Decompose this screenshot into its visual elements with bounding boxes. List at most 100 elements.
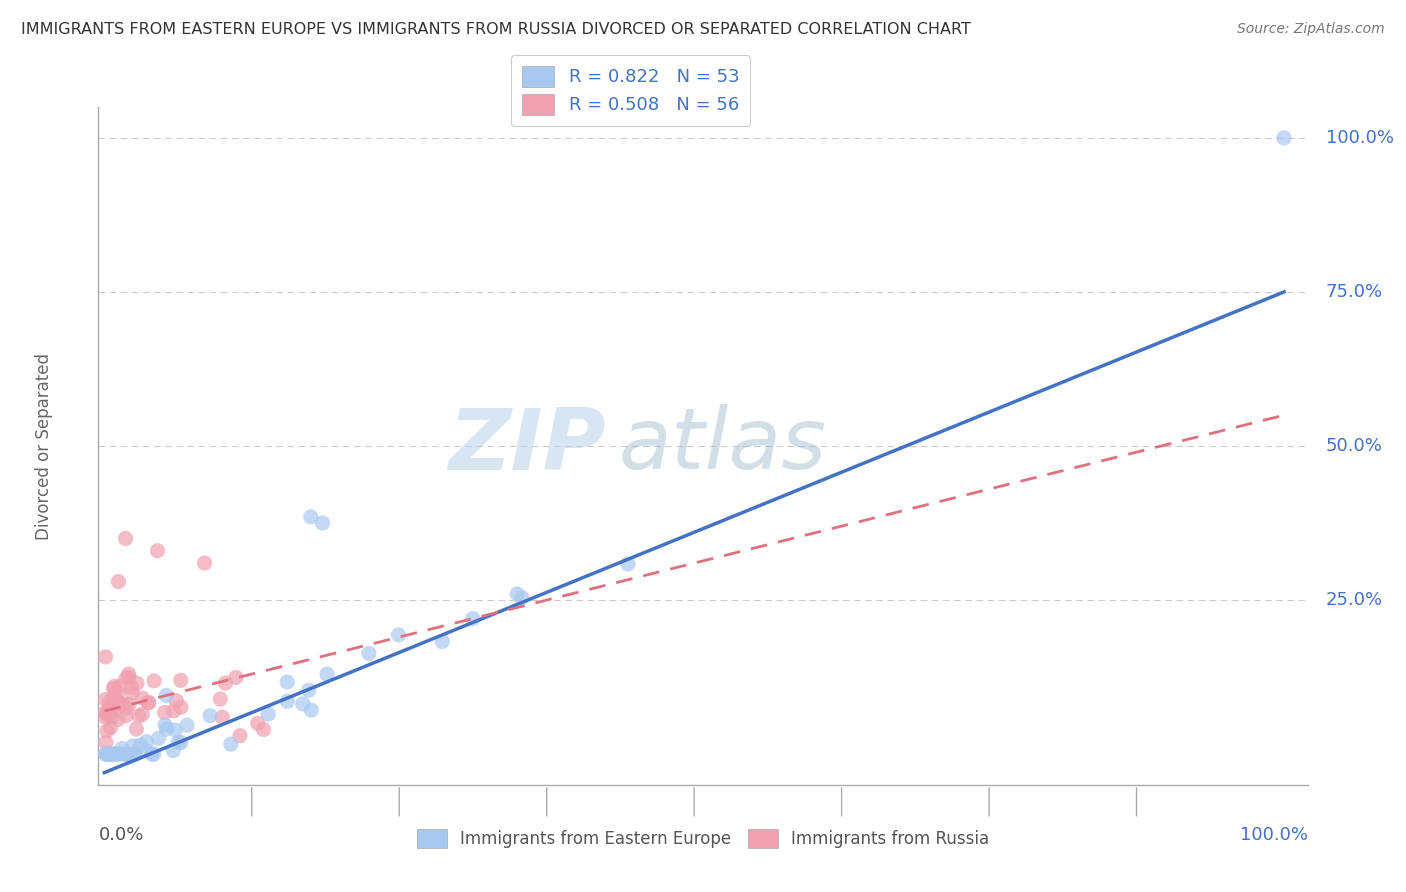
Point (122, 747, 145, 761)
Point (156, 722, 179, 736)
Point (148, 731, 170, 746)
Point (115, 671, 138, 685)
Point (98, 747, 121, 761)
Text: IMMIGRANTS FROM EASTERN EUROPE VS IMMIGRANTS FROM RUSSIA DIVORCED OR SEPARATED C: IMMIGRANTS FROM EASTERN EUROPE VS IMMIGR… (21, 22, 972, 37)
Point (430, 634, 453, 648)
Point (117, 747, 139, 761)
Point (100, 710, 122, 724)
Point (103, 681, 125, 696)
Point (115, 701, 138, 715)
Text: 25.0%: 25.0% (1326, 591, 1384, 609)
Point (97, 708, 120, 723)
Point (170, 673, 193, 688)
Point (143, 673, 166, 688)
Point (111, 697, 134, 711)
Point (107, 747, 129, 761)
Point (98, 747, 121, 761)
Point (170, 735, 193, 749)
Point (299, 703, 322, 717)
Point (104, 692, 127, 706)
Point (162, 744, 184, 758)
Text: ZIP: ZIP (449, 404, 606, 488)
Point (155, 689, 177, 703)
Point (138, 696, 160, 710)
Point (276, 694, 298, 708)
Point (276, 675, 298, 690)
Point (114, 532, 136, 546)
Point (107, 574, 129, 589)
Point (98, 695, 121, 709)
Point (108, 747, 131, 761)
Point (1272, 131, 1295, 145)
Point (214, 676, 236, 690)
Point (299, 509, 322, 524)
Point (103, 690, 125, 705)
Point (129, 738, 152, 752)
Point (311, 516, 333, 530)
Point (100, 721, 122, 735)
Point (124, 747, 146, 761)
Point (128, 709, 150, 723)
Point (165, 723, 187, 738)
Point (94, 706, 117, 720)
Legend: Immigrants from Eastern Europe, Immigrants from Russia: Immigrants from Eastern Europe, Immigran… (411, 822, 995, 855)
Point (107, 685, 129, 699)
Point (153, 718, 176, 732)
Point (357, 646, 380, 660)
Text: 75.0%: 75.0% (1326, 283, 1384, 301)
Point (94, 735, 117, 749)
Point (246, 716, 269, 731)
Text: Divorced or Separated: Divorced or Separated (35, 352, 53, 540)
Point (209, 692, 232, 706)
Point (94, 692, 117, 706)
Point (291, 697, 314, 711)
Point (94, 710, 117, 724)
Point (104, 747, 127, 761)
Point (163, 704, 186, 718)
Point (170, 700, 193, 714)
Point (94, 747, 117, 761)
Point (510, 591, 533, 605)
Point (298, 683, 321, 698)
Point (98, 700, 121, 714)
Point (96, 705, 118, 719)
Point (131, 707, 153, 722)
Point (101, 747, 124, 761)
Point (125, 722, 148, 736)
Text: atlas: atlas (619, 404, 827, 488)
Text: 50.0%: 50.0% (1326, 437, 1382, 455)
Point (135, 744, 157, 758)
Point (97, 747, 120, 761)
Point (316, 667, 339, 681)
Point (94, 649, 117, 664)
Point (107, 698, 129, 712)
Point (146, 543, 169, 558)
Point (125, 676, 148, 690)
Point (115, 747, 138, 761)
Point (135, 734, 157, 748)
Point (252, 723, 274, 737)
Point (131, 691, 153, 706)
Point (118, 670, 141, 684)
Point (117, 667, 139, 681)
Point (198, 708, 221, 723)
Point (219, 737, 242, 751)
Point (153, 706, 176, 720)
Point (225, 670, 247, 684)
Point (138, 696, 160, 710)
Point (229, 729, 252, 743)
Point (101, 698, 124, 713)
Point (96, 724, 118, 739)
Point (142, 747, 165, 761)
Text: 0.0%: 0.0% (98, 826, 143, 844)
Point (461, 611, 484, 625)
Point (97, 747, 120, 761)
Point (100, 705, 122, 719)
Text: 100.0%: 100.0% (1240, 826, 1308, 844)
Point (101, 747, 124, 761)
Point (111, 698, 134, 713)
Point (211, 710, 233, 724)
Point (257, 707, 280, 722)
Point (194, 556, 217, 570)
Point (387, 628, 409, 642)
